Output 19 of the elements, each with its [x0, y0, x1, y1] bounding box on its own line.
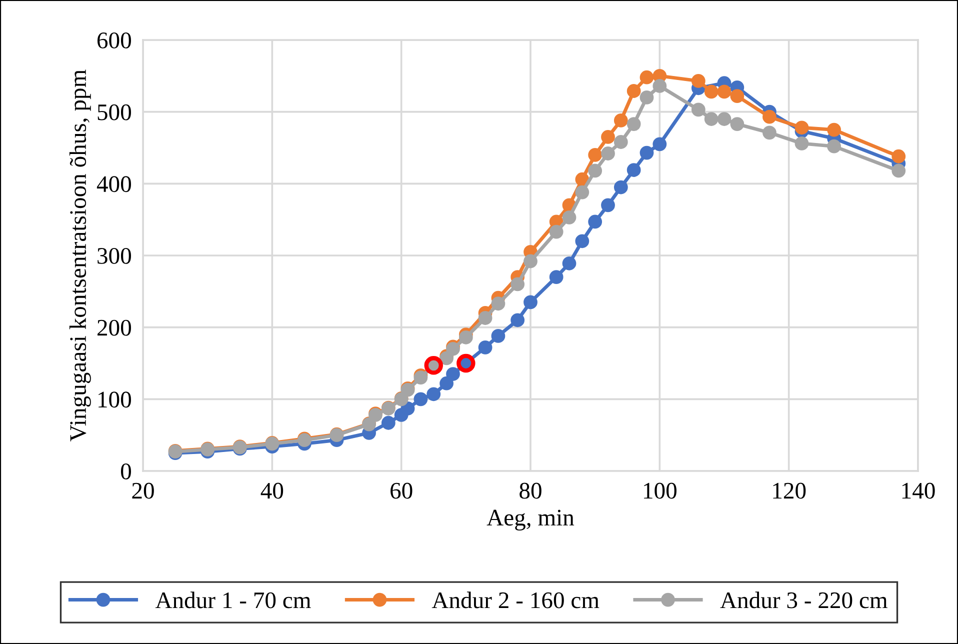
y-tick-label: 300 — [98, 248, 131, 264]
x-tick-label: 100 — [644, 482, 676, 499]
x-axis-title: Aeg, min — [486, 510, 574, 530]
x-tick-label: 20 — [132, 482, 154, 499]
y-tick-label: 600 — [97, 32, 131, 48]
y-axis-title: Vingugaasi kontsentratsioon õhus, ppm — [69, 70, 91, 442]
x-tick-label: 120 — [773, 482, 806, 499]
y-tick-label: 200 — [98, 320, 131, 336]
y-tick-label: 100 — [98, 392, 131, 408]
y-tick-label: 0 — [120, 463, 131, 480]
x-tick-label: 140 — [902, 482, 935, 499]
legend-label: Andur 1 - 70 cm — [155, 592, 311, 608]
x-tick-label: 60 — [390, 482, 412, 499]
y-tick-label: 400 — [96, 176, 131, 192]
x-tick-label: 40 — [260, 482, 284, 499]
legend-label: Andur 3 - 220 cm — [720, 592, 888, 608]
y-tick-label: 500 — [98, 104, 131, 120]
legend-label: Andur 2 - 160 cm — [432, 592, 600, 608]
x-tick-label: 80 — [520, 482, 542, 499]
